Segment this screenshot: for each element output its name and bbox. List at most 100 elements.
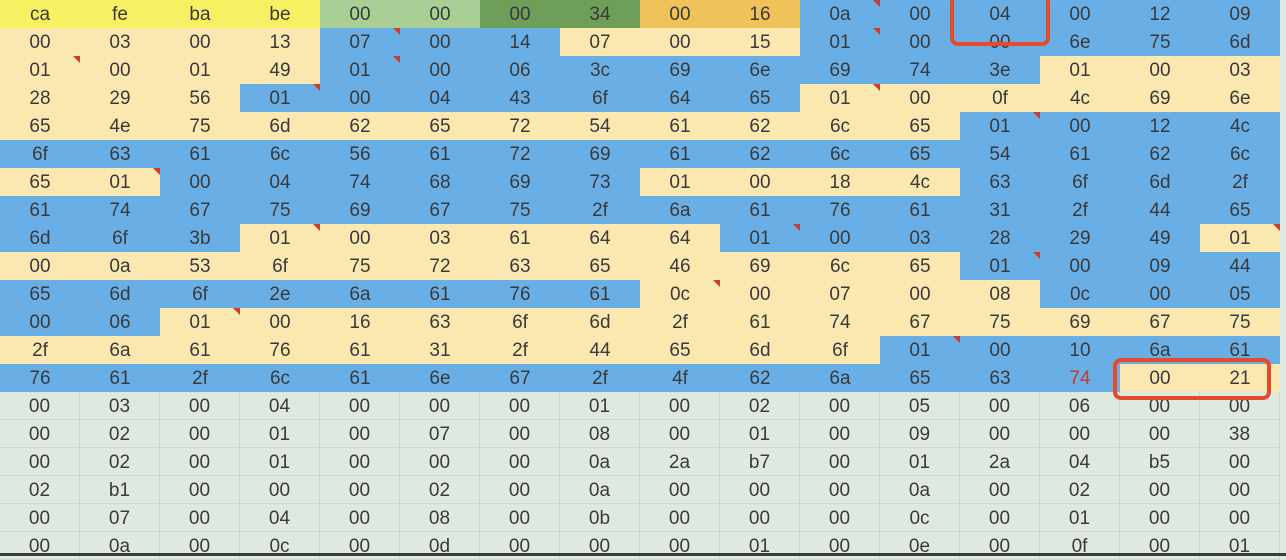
hex-cell[interactable]: 03 <box>880 224 960 252</box>
hex-cell[interactable]: 56 <box>320 140 400 168</box>
hex-cell[interactable]: 03 <box>80 392 160 420</box>
hex-cell[interactable]: 00 <box>400 448 480 476</box>
hex-cell[interactable]: 07 <box>80 504 160 532</box>
hex-cell[interactable]: 69 <box>720 252 800 280</box>
hex-cell[interactable]: 64 <box>640 224 720 252</box>
hex-cell[interactable]: b5 <box>1120 448 1200 476</box>
hex-cell[interactable]: 00 <box>1040 0 1120 28</box>
hex-cell[interactable]: 62 <box>720 140 800 168</box>
hex-cell[interactable]: 00 <box>1120 364 1200 392</box>
hex-cell[interactable]: 6d <box>720 336 800 364</box>
hex-cell[interactable]: 00 <box>960 392 1040 420</box>
hex-cell[interactable]: 00 <box>880 0 960 28</box>
hex-cell[interactable]: 4c <box>880 168 960 196</box>
hex-cell[interactable]: 01 <box>160 308 240 336</box>
hex-cell[interactable]: 00 <box>960 336 1040 364</box>
hex-cell[interactable]: 64 <box>640 84 720 112</box>
hex-cell[interactable]: 00 <box>960 28 1040 56</box>
hex-cell[interactable]: 65 <box>720 84 800 112</box>
hex-cell[interactable]: 00 <box>320 224 400 252</box>
hex-cell[interactable]: 6f <box>160 280 240 308</box>
hex-cell[interactable]: 14 <box>480 28 560 56</box>
hex-cell[interactable]: 08 <box>400 504 480 532</box>
hex-cell[interactable]: 00 <box>160 448 240 476</box>
hex-cell[interactable]: 61 <box>320 336 400 364</box>
hex-cell[interactable]: 46 <box>640 252 720 280</box>
hex-cell[interactable]: 65 <box>0 168 80 196</box>
hex-cell[interactable]: 2f <box>640 308 720 336</box>
hex-cell[interactable]: 01 <box>1040 504 1120 532</box>
hex-cell[interactable]: 00 <box>960 420 1040 448</box>
hex-cell[interactable]: 61 <box>480 224 560 252</box>
hex-cell[interactable]: 69 <box>480 168 560 196</box>
hex-cell[interactable]: 2e <box>240 280 320 308</box>
hex-cell[interactable]: fe <box>80 0 160 28</box>
hex-cell[interactable]: 00 <box>800 504 880 532</box>
hex-cell[interactable]: 76 <box>800 196 880 224</box>
hex-cell[interactable]: 29 <box>1040 224 1120 252</box>
hex-cell[interactable]: 74 <box>800 308 880 336</box>
hex-cell[interactable]: 04 <box>240 504 320 532</box>
hex-cell[interactable]: 56 <box>160 84 240 112</box>
hex-cell[interactable]: 74 <box>320 168 400 196</box>
hex-cell[interactable]: 6c <box>800 252 880 280</box>
hex-cell[interactable]: 00 <box>640 420 720 448</box>
hex-cell[interactable]: 54 <box>960 140 1040 168</box>
hex-cell[interactable]: 00 <box>160 168 240 196</box>
hex-cell[interactable]: 69 <box>320 196 400 224</box>
hex-cell[interactable]: 00 <box>320 448 400 476</box>
hex-cell[interactable]: 6e <box>720 56 800 84</box>
hex-cell[interactable]: 75 <box>1200 308 1280 336</box>
hex-cell[interactable]: 76 <box>240 336 320 364</box>
hex-cell[interactable]: 01 <box>800 84 880 112</box>
hex-cell[interactable]: 00 <box>640 504 720 532</box>
hex-cell[interactable]: ba <box>160 0 240 28</box>
hex-cell[interactable]: 62 <box>720 364 800 392</box>
hex-cell[interactable]: 65 <box>640 336 720 364</box>
hex-cell[interactable]: 62 <box>720 112 800 140</box>
hex-cell[interactable]: 07 <box>560 28 640 56</box>
hex-cell[interactable]: 4c <box>1040 84 1120 112</box>
hex-cell[interactable]: 00 <box>880 280 960 308</box>
hex-cell[interactable]: 6e <box>1040 28 1120 56</box>
hex-cell[interactable]: 00 <box>0 308 80 336</box>
hex-cell[interactable]: 0a <box>560 448 640 476</box>
hex-cell[interactable]: 74 <box>880 56 960 84</box>
hex-cell[interactable]: 00 <box>880 28 960 56</box>
hex-cell[interactable]: 73 <box>560 168 640 196</box>
hex-cell[interactable]: 00 <box>480 504 560 532</box>
hex-cell[interactable]: 00 <box>720 280 800 308</box>
hex-cell[interactable]: 75 <box>1120 28 1200 56</box>
hex-cell[interactable]: 09 <box>1200 0 1280 28</box>
hex-cell[interactable]: 63 <box>80 140 160 168</box>
hex-cell[interactable]: 02 <box>1040 476 1120 504</box>
hex-cell[interactable]: 0a <box>800 0 880 28</box>
hex-cell[interactable]: 00 <box>400 392 480 420</box>
hex-cell[interactable]: 00 <box>880 84 960 112</box>
hex-cell[interactable]: 61 <box>160 336 240 364</box>
hex-cell[interactable]: 69 <box>800 56 880 84</box>
hex-cell[interactable]: 12 <box>1120 0 1200 28</box>
hex-cell[interactable]: 75 <box>960 308 1040 336</box>
hex-cell[interactable]: 72 <box>480 112 560 140</box>
hex-cell[interactable]: 6d <box>0 224 80 252</box>
hex-cell[interactable]: 61 <box>880 196 960 224</box>
hex-cell[interactable]: 08 <box>560 420 640 448</box>
hex-cell[interactable]: 00 <box>800 448 880 476</box>
hex-cell[interactable]: 00 <box>0 28 80 56</box>
hex-cell[interactable]: 00 <box>1200 448 1280 476</box>
hex-cell[interactable]: 01 <box>80 168 160 196</box>
hex-cell[interactable]: 61 <box>1040 140 1120 168</box>
hex-cell[interactable]: 06 <box>480 56 560 84</box>
hex-cell[interactable]: 00 <box>480 0 560 28</box>
hex-cell[interactable]: 00 <box>960 504 1040 532</box>
hex-cell[interactable]: 75 <box>160 112 240 140</box>
hex-cell[interactable]: 02 <box>400 476 480 504</box>
hex-cell[interactable]: 06 <box>1040 392 1120 420</box>
hex-cell[interactable]: 02 <box>80 420 160 448</box>
hex-cell[interactable]: 67 <box>160 196 240 224</box>
hex-cell[interactable]: 00 <box>1120 280 1200 308</box>
hex-cell[interactable]: 0b <box>560 504 640 532</box>
hex-cell[interactable]: 00 <box>160 504 240 532</box>
hex-cell[interactable]: 01 <box>320 56 400 84</box>
